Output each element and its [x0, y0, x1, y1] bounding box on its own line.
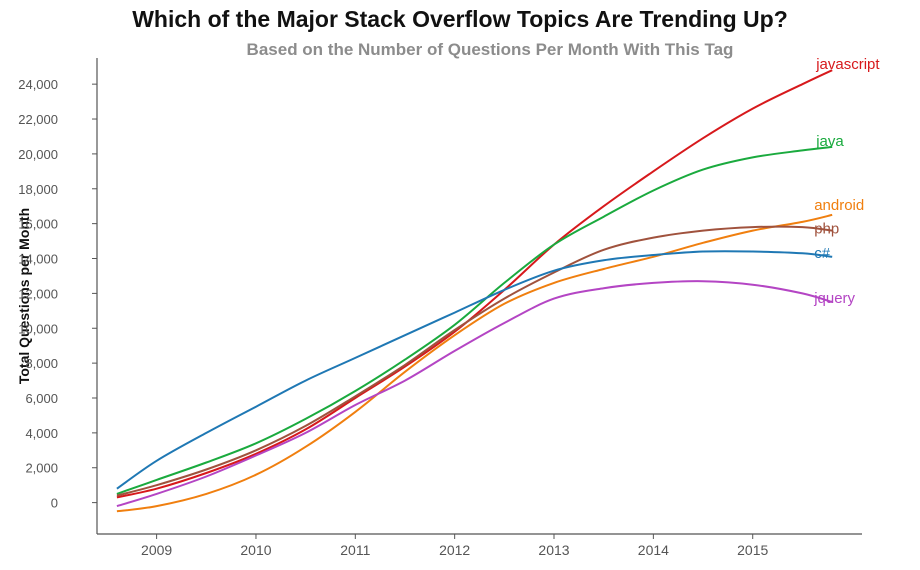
x-tick-label: 2012 [439, 542, 470, 558]
series-line-java [116, 145, 833, 495]
series-label-java: java [815, 133, 844, 150]
series-label-javascript: javascript [815, 56, 880, 73]
y-tick-label: 10,000 [18, 321, 58, 336]
series-lines [116, 69, 833, 513]
chart-axes [96, 58, 862, 535]
y-tick-label: 0 [51, 496, 58, 511]
x-tick-label: 2010 [240, 542, 271, 558]
series-label-php: php [814, 221, 839, 238]
series-line-javascript [116, 69, 833, 499]
chart-subtitle: Based on the Number of Questions Per Mon… [246, 40, 734, 59]
x-tick-label: 2011 [340, 542, 370, 558]
y-tick-label: 12,000 [18, 286, 58, 301]
series-labels: javascript java android php c# jquery [813, 56, 880, 307]
y-tick-label: 14,000 [18, 252, 58, 267]
y-tick-label: 20,000 [18, 147, 58, 162]
series-line-csharp [116, 250, 833, 490]
chart-title: Which of the Major Stack Overflow Topics… [132, 6, 788, 32]
y-tick-label: 24,000 [18, 77, 58, 92]
series-label-android: android [814, 197, 864, 214]
x-tick-label: 2009 [141, 542, 172, 558]
x-tick-label: 2013 [538, 542, 569, 558]
x-tick-label: 2015 [737, 542, 768, 558]
y-tick-label: 16,000 [18, 217, 58, 232]
series-label-jquery: jquery [813, 290, 855, 307]
y-tick-label: 8,000 [25, 356, 58, 371]
y-tick-label: 2,000 [25, 461, 58, 476]
series-line-php [116, 225, 833, 497]
series-label-csharp: c# [814, 245, 831, 262]
y-tick-label: 18,000 [18, 182, 58, 197]
y-axis-ticks: 0 2,000 4,000 6,000 8,000 10,000 12,000 14,000 1… [18, 77, 97, 511]
series-line-jquery [116, 280, 833, 508]
x-axis-ticks: 2009 2010 2011 2012 2013 2014 2015 [141, 534, 768, 558]
series-line-android [116, 213, 833, 513]
x-tick-label: 2014 [638, 542, 669, 558]
y-tick-label: 4,000 [25, 426, 58, 441]
y-tick-label: 22,000 [18, 112, 58, 127]
y-tick-label: 6,000 [25, 391, 58, 406]
